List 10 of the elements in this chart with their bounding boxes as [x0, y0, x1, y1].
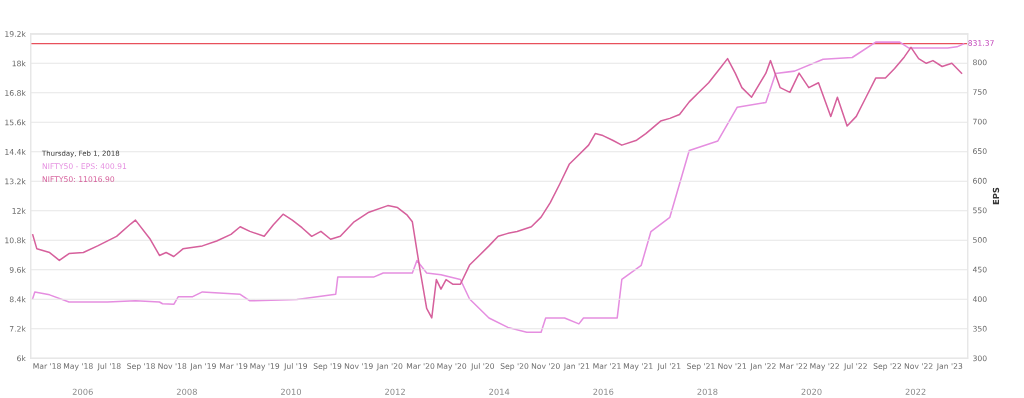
text: 2018	[697, 388, 718, 395]
text: 2014	[489, 388, 510, 395]
text: 2016	[593, 388, 614, 395]
text: 2008	[176, 388, 197, 395]
text: 2012	[385, 388, 405, 395]
text: 2006	[72, 388, 93, 395]
text: 2020	[801, 388, 822, 395]
y2-axis-title: EPS	[992, 187, 1000, 205]
text: 2010	[280, 388, 302, 395]
text: 2022	[905, 388, 926, 395]
